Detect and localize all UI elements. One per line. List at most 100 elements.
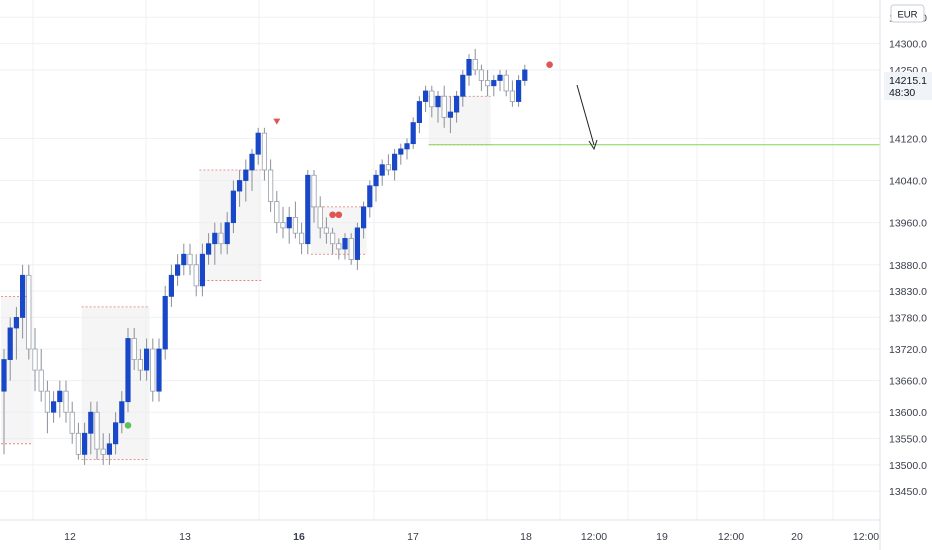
x-tick-label: 12	[64, 531, 76, 543]
candle-body-bull	[51, 401, 57, 413]
candle-body-bull	[249, 153, 255, 171]
y-tick-label: 13780.0	[889, 312, 927, 324]
candle-body-bear	[131, 338, 137, 360]
y-tick-label: 13600.0	[889, 407, 927, 419]
candle-body-bull	[447, 111, 454, 118]
candle-body-bear	[44, 390, 51, 413]
candle-body-bull	[19, 274, 26, 318]
candle-body-bull	[174, 264, 181, 276]
candle-body-bull	[119, 401, 125, 424]
candle-body-bull	[342, 238, 348, 250]
candle-body-bull	[410, 122, 416, 145]
signal-dot	[546, 61, 553, 68]
candle-body-bull	[367, 185, 373, 208]
candle-body-bear	[429, 90, 435, 108]
candle-body-bull	[212, 232, 218, 245]
y-tick-label: 14300.0	[889, 39, 927, 51]
candle-body-bull	[106, 443, 112, 455]
candle-body-bear	[280, 222, 286, 229]
candle-body-bear	[26, 274, 32, 350]
candle-body-bear	[32, 348, 38, 371]
candle-body-bull	[491, 80, 497, 87]
candle-body-bull	[230, 190, 236, 224]
candle-body-bull	[422, 90, 429, 102]
candle-body-bull	[522, 69, 528, 81]
signal-dot	[329, 211, 336, 219]
candle-body-bear	[38, 369, 44, 392]
x-tick-label: 12:00	[718, 531, 744, 543]
candle-body-bull	[286, 216, 292, 229]
candle-body-bear	[292, 216, 299, 234]
candle-body-bear	[137, 359, 143, 371]
candle-body-bear	[484, 80, 491, 87]
signal-dot	[124, 422, 132, 429]
current-price-label: 14215.1 48:30	[884, 72, 932, 100]
candle-body-bear	[63, 390, 69, 413]
y-tick-label: 14120.0	[889, 133, 927, 145]
candle-body-bear	[100, 448, 106, 455]
arrow-annotation[interactable]	[576, 84, 598, 151]
time-axis[interactable]: 12 13 16 17 18 12:00 19 12:00 20 12:00	[0, 519, 880, 543]
candle-body-bull	[156, 348, 162, 392]
currency-badge[interactable]: EUR	[890, 4, 925, 23]
candle-body-bull	[373, 174, 379, 187]
candle-body-bull	[305, 174, 311, 245]
candle-body-bear	[329, 232, 336, 245]
currency-label: EUR	[897, 10, 917, 21]
candle-body-bull	[497, 74, 503, 81]
y-tick-label: 14040.0	[889, 176, 927, 188]
vertical-grid	[32, 0, 834, 520]
y-tick-label: 13960.0	[889, 218, 927, 230]
price-axis[interactable]: 14350.014300.014250.014120.014040.013960…	[879, 0, 927, 550]
candle-body-bull	[224, 222, 230, 245]
countdown: 48:30	[889, 87, 915, 99]
candle-body-bull	[13, 317, 19, 329]
candles	[1, 48, 528, 465]
candle-body-bull	[391, 153, 398, 171]
y-tick-label: 13550.0	[889, 434, 927, 446]
x-tick-label: 18	[520, 531, 532, 543]
signal-triangle-down	[273, 118, 281, 125]
candle-body-bear	[150, 348, 156, 392]
candle-body-bull	[243, 169, 249, 181]
signal-dot	[335, 211, 343, 219]
candle-body-bear	[75, 432, 81, 455]
x-tick-label: 20	[791, 531, 803, 543]
range-box	[199, 169, 262, 281]
candle-body-bull	[82, 432, 88, 455]
x-tick-label: 12:00	[581, 531, 607, 543]
price-label-bg	[884, 72, 932, 100]
candle-body-bear	[336, 243, 342, 250]
candle-body-bull	[88, 411, 94, 434]
candle-body-bear	[441, 95, 447, 118]
candle-body-bear	[261, 132, 268, 171]
candle-body-bull	[435, 95, 441, 108]
candle-body-bull	[255, 132, 261, 155]
candle-body-bull	[354, 227, 361, 260]
x-tick-label: 19	[656, 531, 668, 543]
y-tick-label: 13500.0	[889, 460, 927, 472]
candle-body-bear	[348, 238, 354, 260]
candle-body-bear	[69, 411, 75, 434]
candle-body-bear	[218, 232, 224, 245]
candle-body-bull	[143, 348, 150, 371]
candle-body-bull	[360, 206, 367, 229]
candle-body-bull	[125, 338, 131, 403]
candle-body-bull	[379, 164, 385, 176]
candle-body-bear	[298, 232, 305, 245]
candle-body-bull	[199, 253, 205, 287]
candle-body-bull	[236, 180, 243, 192]
x-tick-label: 12:00	[853, 531, 879, 543]
arrow-head	[588, 139, 598, 151]
candle-body-bear	[503, 74, 509, 92]
candle-body-bull	[416, 101, 423, 123]
candle-body-bull	[516, 80, 522, 102]
candle-body-bear	[317, 206, 323, 229]
signal-markers	[124, 61, 553, 429]
candle-body-bear	[509, 90, 516, 102]
candle-body-bull	[453, 95, 460, 113]
candle-body-bear	[267, 169, 274, 202]
candle-body-bear	[274, 201, 280, 224]
